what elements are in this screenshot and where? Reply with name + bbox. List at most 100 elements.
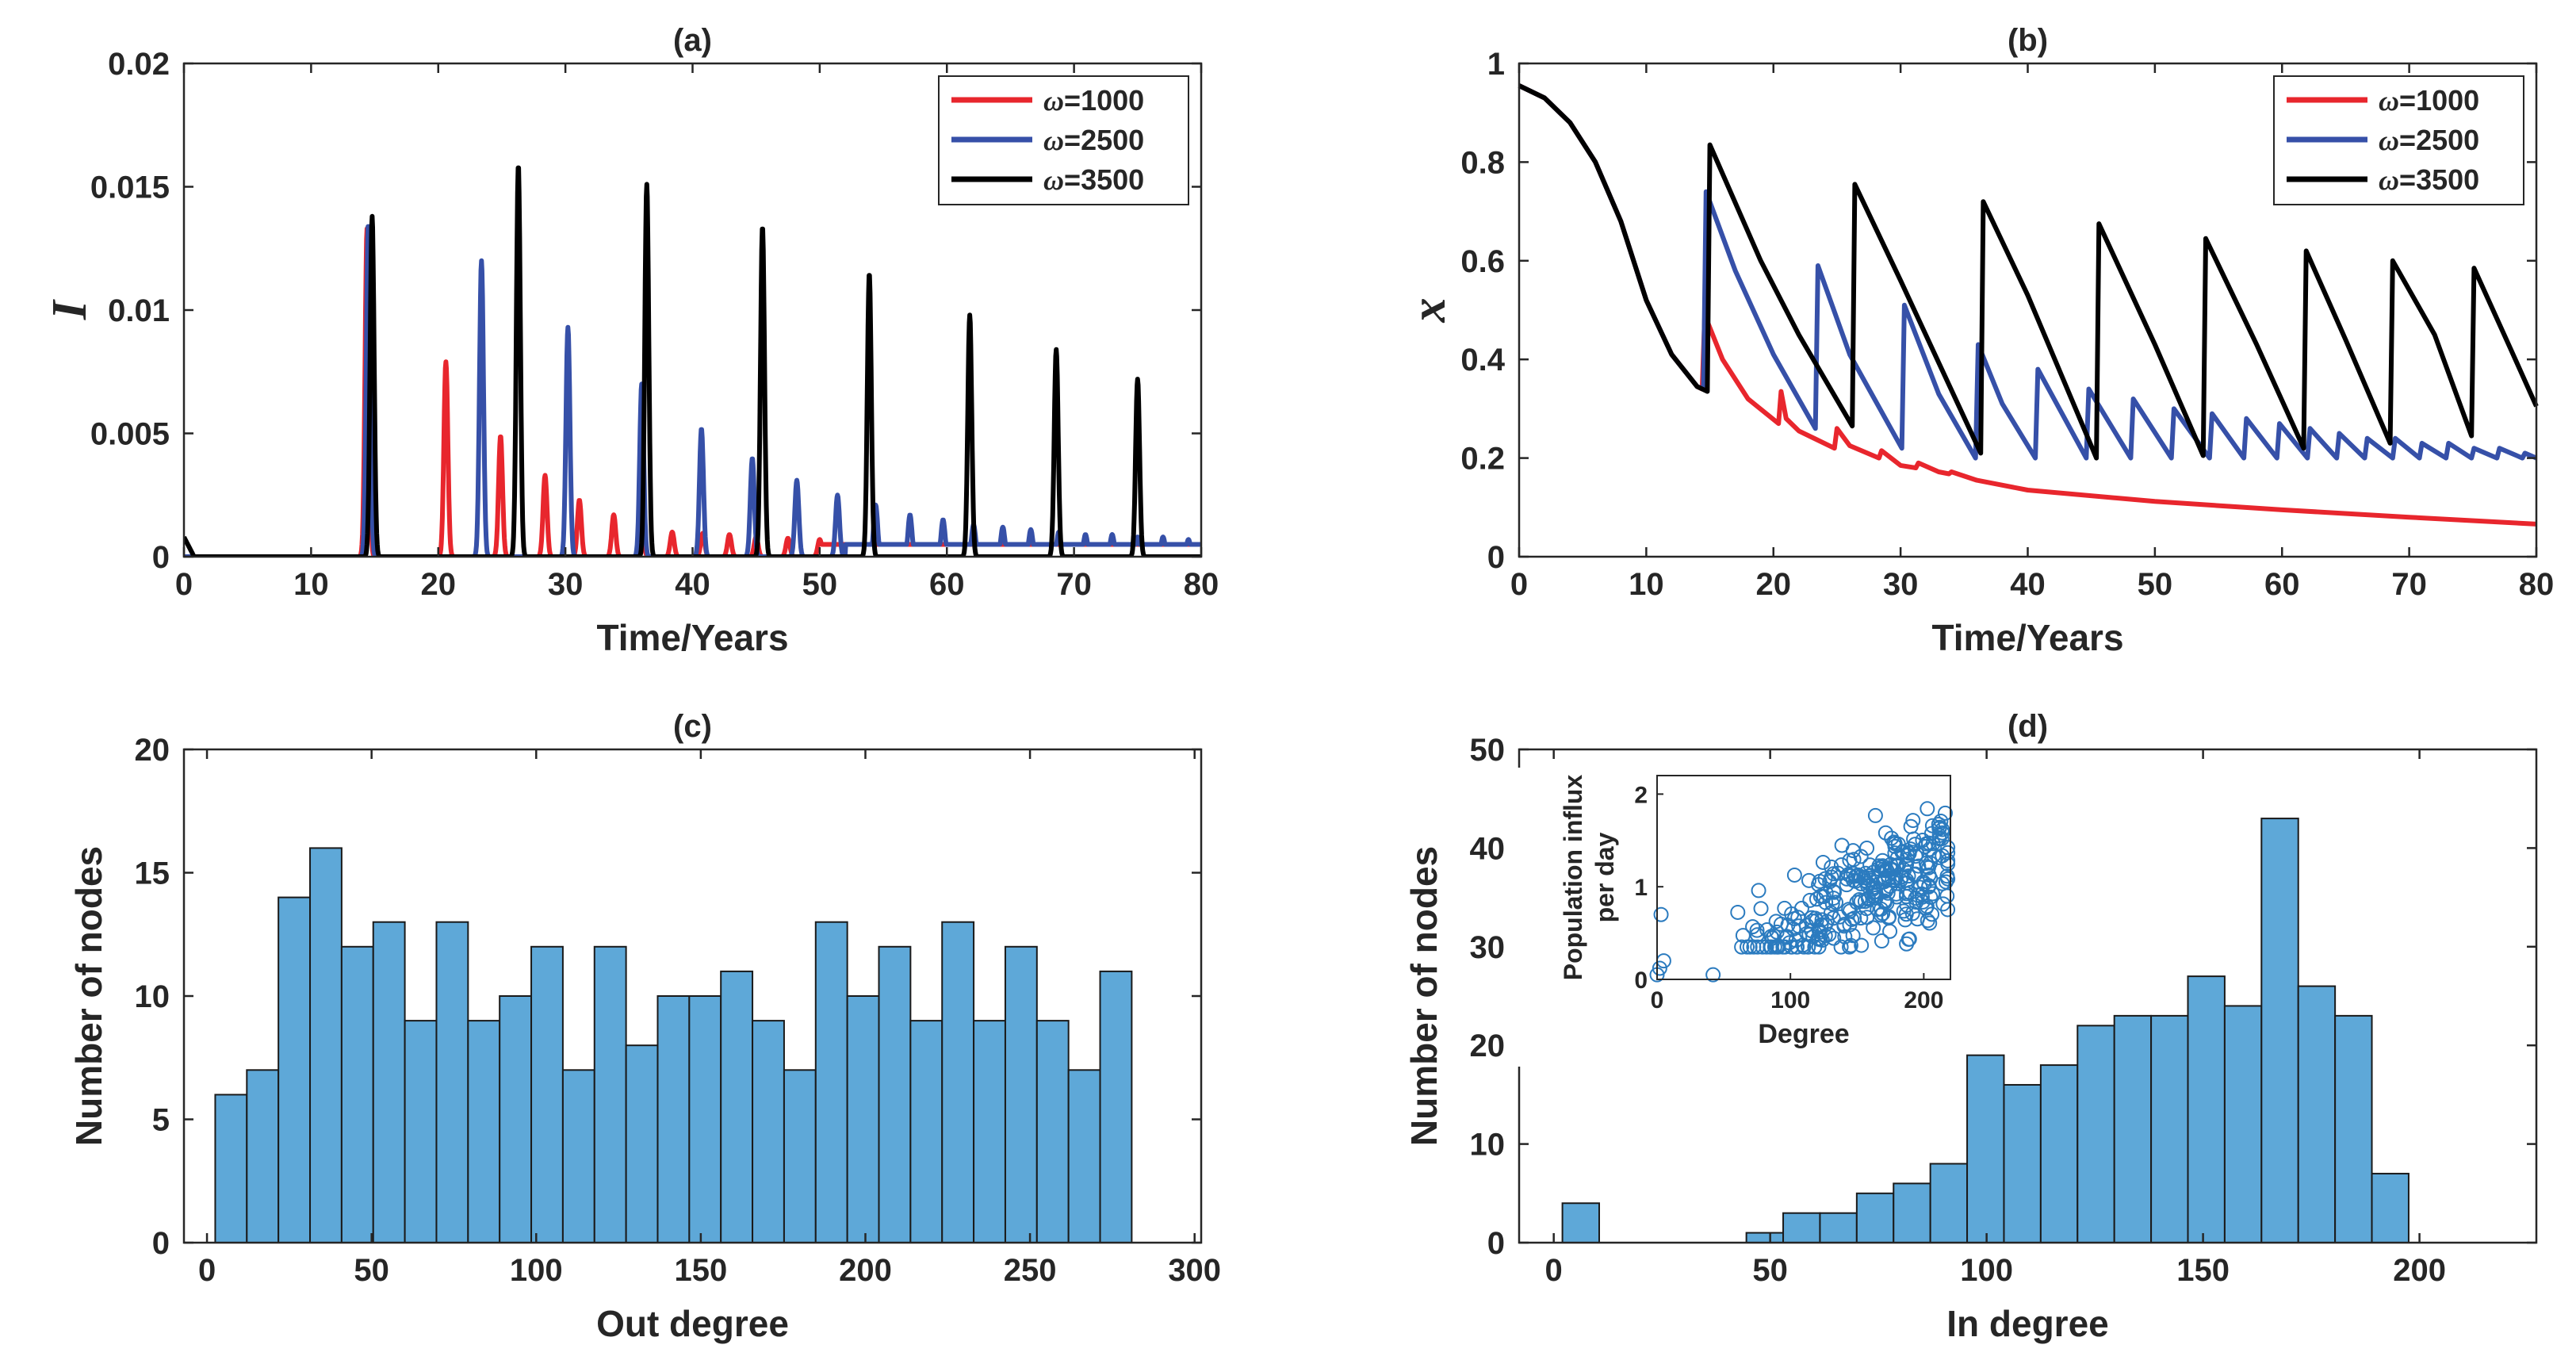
scatter-point: [1751, 883, 1766, 898]
scatter-point: [1830, 865, 1846, 881]
chart-title: (a): [673, 23, 712, 58]
legend-entry: ω=1000: [2379, 84, 2479, 117]
scatter-point: [1653, 906, 1669, 922]
x-tick-label: 0: [1510, 567, 1528, 602]
scatter-point: [1818, 885, 1834, 901]
x-tick-label: 30: [1883, 567, 1919, 602]
x-tick-label: 100: [510, 1253, 563, 1288]
scatter-point: [1740, 939, 1755, 955]
x-tick-label: 200: [2393, 1253, 2446, 1288]
scatter-point: [1808, 910, 1824, 926]
series-line-3: [1518, 83, 2539, 461]
histogram-bar: [2297, 985, 2337, 1244]
scatter-point: [1918, 900, 1934, 916]
scatter-point: [1824, 896, 1840, 912]
histogram-bar: [530, 945, 564, 1244]
histogram-bar: [309, 847, 343, 1244]
x-tick-label: 70: [1056, 567, 1092, 602]
histogram-bar: [973, 1020, 1006, 1243]
scatter-point: [1786, 911, 1802, 927]
scatter-point: [1755, 939, 1770, 955]
x-tick-label: 40: [2010, 567, 2046, 602]
scatter-point: [1801, 872, 1817, 888]
inset-x-tick-label: 0: [1651, 987, 1664, 1013]
scatter-point: [1882, 923, 1898, 939]
scatter-point: [1859, 910, 1875, 925]
y-tick-label: 0.4: [1460, 343, 1505, 377]
scatter-point: [1786, 867, 1802, 883]
x-tick-label: 50: [2138, 567, 2173, 602]
histogram-bar: [752, 1020, 785, 1243]
y-axis-label: Number of nodes: [68, 846, 109, 1146]
scatter-point: [1839, 877, 1854, 893]
scatter-point: [1746, 939, 1762, 955]
histogram-bar: [688, 995, 722, 1243]
scatter-point: [1734, 939, 1750, 955]
legend-omega: ω: [1043, 164, 1064, 196]
x-tick-label: 20: [421, 567, 457, 602]
x-tick-label: 30: [548, 567, 584, 602]
x-axis-label: Time/Years: [596, 617, 788, 658]
histogram-bar: [941, 921, 975, 1243]
scatter-point: [1882, 860, 1898, 876]
histogram-bar: [2223, 1005, 2263, 1243]
y-axis-label: I: [43, 299, 97, 320]
scatter-point: [1789, 939, 1805, 955]
scatter-point: [1854, 937, 1870, 953]
scatter-point: [1777, 939, 1793, 955]
histogram-bar: [1893, 1182, 1931, 1243]
scatter-point: [1877, 895, 1893, 910]
legend-omega: ω: [2379, 125, 2399, 156]
legend-omega: ω: [2379, 164, 2399, 196]
x-tick-label: 40: [675, 567, 710, 602]
histogram-bar: [593, 945, 627, 1244]
x-tick-label: 250: [1004, 1253, 1057, 1288]
scatter-point: [1802, 892, 1818, 908]
scatter-point: [1877, 825, 1893, 841]
x-tick-label: 60: [929, 567, 965, 602]
legend-omega: ω: [1043, 125, 1064, 156]
histogram-bar: [561, 1069, 595, 1244]
histogram-bar: [1745, 1232, 1785, 1244]
histogram-bar: [2150, 1014, 2189, 1243]
histogram-bar: [846, 995, 880, 1243]
scatter-point: [1826, 866, 1842, 882]
x-tick-label: 60: [2264, 567, 2300, 602]
histogram-bar: [246, 1069, 280, 1244]
y-tick-label: 0: [1487, 1226, 1505, 1261]
histogram-bar: [404, 1020, 438, 1243]
y-axis-label: x: [1402, 298, 1456, 324]
legend-label: =2500: [2399, 124, 2479, 156]
x-tick-label: 300: [1168, 1253, 1221, 1288]
scatter-point: [1926, 848, 1942, 864]
histogram-bar: [1035, 1020, 1070, 1243]
legend-entry: ω=3500: [1043, 163, 1144, 196]
scatter-point: [1899, 936, 1915, 952]
histogram-bar: [2039, 1064, 2079, 1243]
x-axis-label: Time/Years: [1931, 617, 2123, 658]
scatter-point: [1939, 888, 1955, 904]
y-tick-label: 0.015: [90, 170, 170, 205]
histogram-bar: [1782, 1212, 1821, 1244]
y-tick-label: 50: [1470, 733, 1506, 768]
histogram-bar: [1099, 970, 1133, 1244]
scatter-point: [1897, 912, 1913, 928]
scatter-point: [1845, 928, 1861, 944]
scatter-point: [1815, 854, 1831, 870]
scatter-point: [1862, 857, 1878, 873]
scatter-point: [1784, 939, 1800, 955]
histogram-bar: [372, 921, 406, 1243]
inset-background: [1506, 768, 1962, 1067]
x-tick-label: 200: [839, 1253, 892, 1288]
x-tick-label: 150: [675, 1253, 728, 1288]
scatter-point: [1921, 867, 1937, 883]
histogram-bar: [1561, 1202, 1601, 1243]
legend-omega: ω: [1043, 85, 1064, 117]
histogram-bar: [656, 995, 691, 1243]
scatter-point: [1845, 843, 1861, 859]
y-tick-label: 20: [135, 733, 170, 768]
scatter-point: [1853, 849, 1869, 864]
y-tick-label: 15: [135, 856, 170, 891]
